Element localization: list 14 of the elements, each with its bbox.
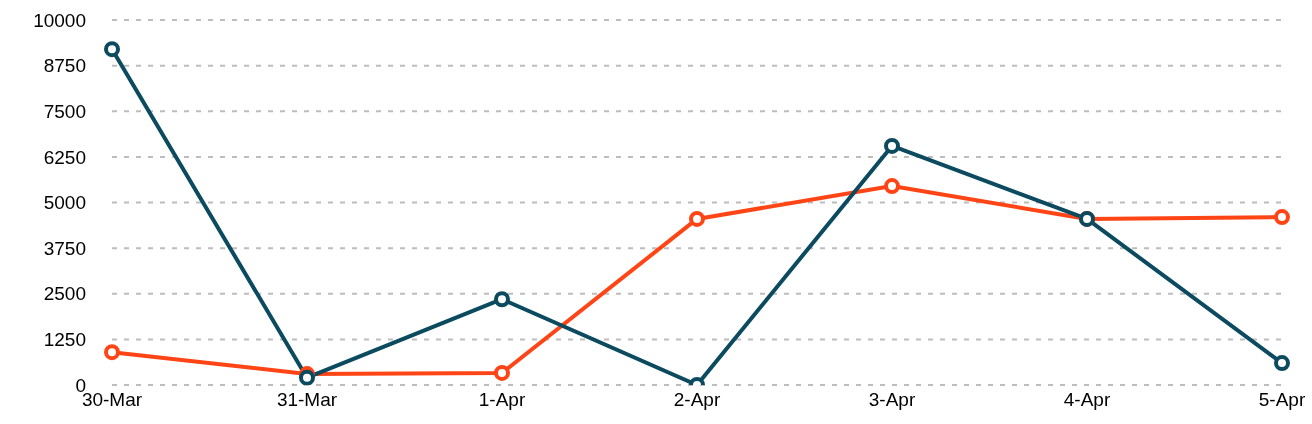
- y-tick-label: 6250: [43, 146, 86, 168]
- x-tick-label: 1-Apr: [478, 389, 526, 411]
- y-tick-label: 7500: [43, 101, 86, 122]
- y-tick-label: 8750: [43, 55, 86, 77]
- y-tick-label: 10000: [33, 9, 86, 31]
- x-tick-label: 31-Mar: [276, 389, 338, 411]
- x-tick-label: 4-Apr: [1063, 389, 1111, 411]
- x-tick-label: 2-Apr: [673, 389, 721, 411]
- y-tick-label: 1250: [43, 329, 86, 351]
- y-tick-label: 2500: [43, 283, 86, 305]
- y-tick-label: 5000: [43, 192, 86, 214]
- x-tick-label: 5-Apr: [1258, 389, 1306, 411]
- y-tick-label: 3750: [43, 237, 86, 259]
- x-tick-label: 3-Apr: [868, 389, 916, 411]
